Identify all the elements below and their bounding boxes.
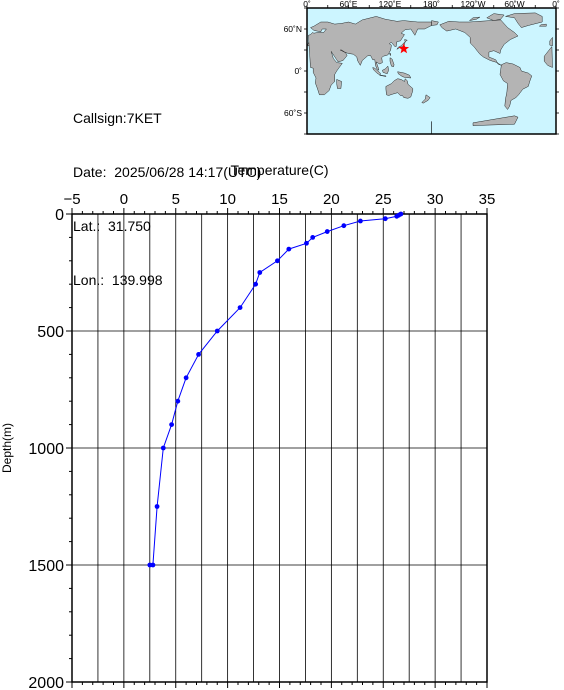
land-mass-14-0 — [472, 115, 519, 126]
land-mass-7-0 — [379, 74, 387, 77]
land-mass-19-0 — [538, 23, 547, 27]
callsign-text: Callsign:7KET — [73, 110, 162, 126]
data-point — [358, 218, 363, 224]
y-tick-label: 2000 — [28, 675, 64, 690]
map-lon-label: 120˚E — [379, 0, 402, 9]
data-point — [341, 223, 347, 229]
land-mass-0-0 — [439, 19, 519, 66]
x-tick-label: 0 — [120, 191, 128, 208]
land-mass-5-0 — [385, 78, 413, 99]
data-point — [237, 305, 243, 310]
map-lon-label: 180˚ — [423, 0, 440, 9]
data-point — [154, 504, 160, 509]
location-map: 0˚ 60˚E 120˚E 180˚ 120˚W 60˚W 0˚ 60˚N 0˚ 60˚S — [284, 0, 560, 135]
land-mass-18-0 — [469, 16, 481, 21]
x-axis-label: Temperature(C) — [230, 162, 328, 178]
map-lon-label: 60˚E — [340, 0, 358, 9]
land-mass-11-0 — [404, 39, 408, 42]
map-lat-label: 0˚ — [294, 66, 302, 76]
map-lat-label: 60˚S — [284, 108, 302, 118]
data-point — [304, 240, 309, 246]
data-point — [324, 229, 330, 234]
data-point — [169, 422, 175, 427]
map-lon-label: 60˚W — [504, 0, 524, 9]
land-mass-3-3 — [544, 45, 553, 68]
land-mass-1-0 — [499, 62, 533, 110]
data-point — [147, 562, 153, 568]
temperature-profile-line — [149, 213, 402, 566]
x-tick-label: 35 — [479, 191, 496, 208]
land-mass-20-0 — [389, 57, 395, 68]
data-point — [214, 328, 220, 334]
data-point — [160, 445, 166, 451]
y-tick-label: 1000 — [28, 441, 64, 458]
x-tick-label: 30 — [427, 191, 444, 208]
y-tick-label: 500 — [37, 324, 64, 341]
land-mass-17-0 — [486, 13, 505, 21]
land-mass-15-0 — [421, 94, 431, 104]
y-tick-label: 1500 — [28, 558, 64, 575]
land-mass-3-4 — [308, 16, 432, 96]
data-point — [310, 235, 316, 240]
data-point — [394, 213, 400, 219]
data-point — [196, 352, 201, 357]
land-mass-8-0 — [382, 65, 389, 75]
x-tick-label: 10 — [219, 191, 236, 208]
land-mass-3-1 — [549, 36, 553, 47]
x-tick-label: −5 — [63, 191, 80, 208]
map-lon-label: 0˚ — [552, 0, 560, 9]
map-lon-label: 0˚ — [303, 0, 311, 9]
x-tick-label: 25 — [375, 191, 392, 208]
land-mass-9-0 — [397, 71, 412, 79]
map-lon-label: 120˚W — [460, 0, 485, 9]
land-mass-2-0 — [505, 12, 543, 28]
data-point — [183, 375, 189, 381]
data-point — [253, 281, 259, 287]
x-tick-label: 5 — [172, 191, 180, 208]
data-point — [382, 216, 388, 222]
y-axis-label: Depth(m) — [0, 423, 14, 473]
date-text: Date: 2025/06/28 14:17(UTC) — [73, 164, 262, 180]
land-mass-21-0 — [388, 53, 391, 57]
land-mass-16-0 — [431, 20, 439, 26]
x-tick-label: 20 — [323, 191, 340, 208]
data-point — [257, 270, 263, 275]
data-point — [286, 246, 292, 252]
data-point — [175, 398, 181, 404]
x-tick-label: 15 — [271, 191, 288, 208]
y-tick-label: 0 — [55, 207, 64, 224]
latitude-text: Lat.: 31.750 — [73, 218, 151, 234]
land-mass-12-0 — [336, 79, 342, 89]
data-point — [275, 258, 280, 264]
map-lat-label: 60˚N — [284, 24, 302, 34]
location-star-marker — [398, 43, 410, 54]
